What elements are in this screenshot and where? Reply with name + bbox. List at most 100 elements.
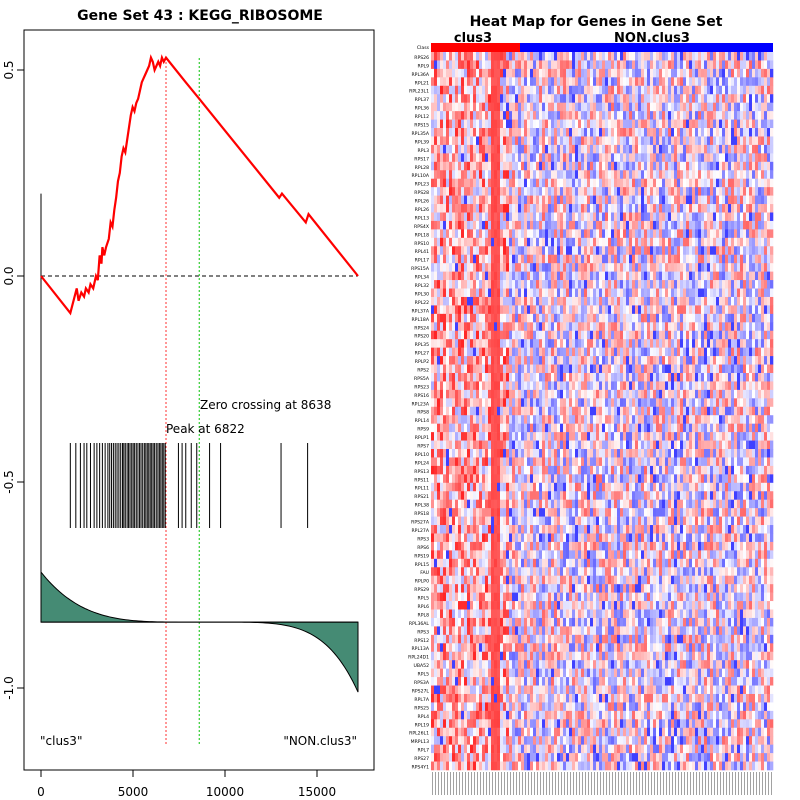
heatmap-cell	[707, 187, 711, 196]
heatmap-cell	[542, 305, 546, 315]
heatmap-cell	[431, 415, 435, 424]
heatmap-cell	[509, 52, 513, 61]
heatmap-cell	[479, 263, 483, 272]
heatmap-cell	[578, 77, 582, 87]
heatmap-cell	[626, 68, 630, 78]
heatmap-cell	[461, 305, 465, 315]
heatmap-cell	[518, 356, 522, 365]
heatmap-cell	[632, 364, 636, 374]
heatmap-cell	[629, 119, 633, 129]
heatmap-cell	[764, 305, 768, 315]
heatmap-cell	[518, 85, 522, 95]
heatmap-cell	[635, 220, 639, 230]
heatmap-cell	[506, 271, 510, 281]
heatmap-cell	[761, 347, 765, 357]
heatmap-cell	[728, 364, 732, 374]
heatmap-cell	[767, 68, 771, 78]
heatmap-cell	[587, 212, 591, 222]
heatmap-cell	[488, 288, 492, 298]
heatmap-cell	[500, 347, 504, 357]
heatmap-cell	[431, 52, 435, 61]
heatmap-cell	[527, 288, 531, 298]
heatmap-cell	[518, 52, 522, 61]
heatmap-cell	[542, 85, 546, 95]
heatmap-cell	[737, 280, 741, 289]
heatmap-cell	[563, 161, 567, 171]
heatmap-cell	[569, 68, 573, 78]
heatmap-cell	[689, 187, 693, 196]
heatmap-cell	[527, 254, 531, 264]
heatmap-cell	[647, 187, 651, 196]
heatmap-cell	[641, 305, 645, 315]
heatmap-cell	[737, 254, 741, 264]
heatmap-cell	[473, 271, 477, 281]
heatmap-cell	[590, 296, 594, 306]
heatmap-cell	[578, 389, 582, 399]
heatmap-cell	[545, 406, 549, 416]
heatmap-cell	[593, 170, 597, 180]
heatmap-cell	[575, 144, 579, 154]
heatmap-cell	[458, 246, 462, 256]
heatmap-cell	[599, 339, 603, 348]
heatmap-cell	[476, 111, 480, 120]
heatmap-cell	[578, 178, 582, 188]
heatmap-cell	[680, 212, 684, 222]
heatmap-cell	[683, 389, 687, 399]
heatmap-cell	[563, 187, 567, 196]
heatmap-cell	[746, 178, 750, 188]
heatmap-cell	[554, 144, 558, 154]
heatmap-cell	[731, 187, 735, 196]
heatmap-cell	[587, 153, 591, 163]
heatmap-cell	[572, 246, 576, 256]
heatmap-cell	[599, 60, 603, 70]
heatmap-cell	[515, 347, 519, 357]
heatmap-cell	[563, 372, 567, 382]
heatmap-cell	[482, 280, 486, 289]
heatmap-cell	[596, 68, 600, 78]
heatmap-cell	[596, 52, 600, 61]
heatmap-cell	[488, 111, 492, 120]
heatmap-cell	[725, 389, 729, 399]
heatmap-cell	[482, 398, 486, 408]
heatmap-cell	[626, 153, 630, 163]
heatmap-cell	[614, 381, 618, 391]
heatmap-cell	[464, 60, 468, 70]
heatmap-cell	[620, 339, 624, 348]
heatmap-cell	[659, 364, 663, 374]
heatmap-cell	[452, 330, 456, 340]
heatmap-cell	[506, 280, 510, 289]
heatmap-cell	[752, 212, 756, 222]
heatmap-cell	[518, 136, 522, 146]
heatmap-cell	[746, 52, 750, 61]
heatmap-cell	[695, 288, 699, 298]
heatmap-cell	[506, 347, 510, 357]
heatmap-cell	[707, 246, 711, 256]
heatmap-cell	[656, 254, 660, 264]
heatmap-cell	[671, 128, 675, 137]
heatmap-cell	[587, 229, 591, 239]
heatmap-cell	[512, 322, 516, 332]
heatmap-cell	[719, 313, 723, 323]
heatmap-cell	[719, 364, 723, 374]
heatmap-cell	[458, 280, 462, 289]
heatmap-cell	[482, 339, 486, 348]
heatmap-cell	[587, 60, 591, 70]
heatmap-cell	[749, 406, 753, 416]
heatmap-cell	[614, 119, 618, 129]
heatmap-cell	[449, 305, 453, 315]
heatmap-cell	[686, 280, 690, 289]
heatmap-cell	[467, 288, 471, 298]
heatmap-cell	[749, 111, 753, 120]
heatmap-cell	[731, 313, 735, 323]
heatmap-cell	[440, 195, 444, 205]
heatmap-cell	[686, 254, 690, 264]
heatmap-cell	[530, 246, 534, 256]
heatmap-cell	[515, 220, 519, 230]
heatmap-cell	[635, 136, 639, 146]
heatmap-cell	[605, 111, 609, 120]
heatmap-cell	[659, 212, 663, 222]
heatmap-cell	[449, 330, 453, 340]
heatmap-cell	[695, 305, 699, 315]
heatmap-cell	[626, 85, 630, 95]
heatmap-cell	[542, 296, 546, 306]
